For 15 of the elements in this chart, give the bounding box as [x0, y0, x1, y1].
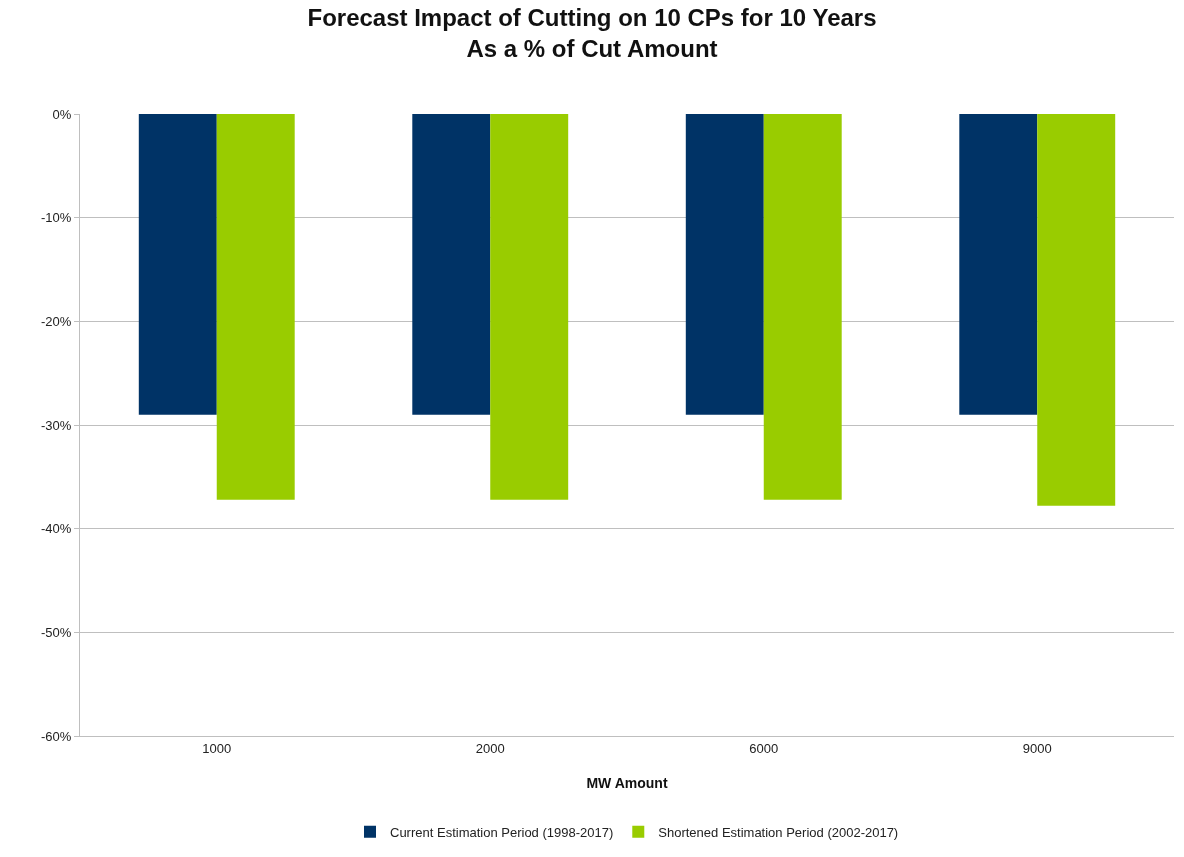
y-tick-label: -20% — [41, 313, 72, 329]
y-tick-label: -50% — [41, 624, 72, 640]
x-tick-label: 6000 — [749, 740, 779, 756]
chart-title: Forecast Impact of Cutting on 10 CPs for 10 Years As a % of Cut Amount — [307, 3, 877, 62]
y-tick-label: 0% — [52, 106, 72, 122]
y-tick-label: -60% — [41, 728, 72, 744]
y-tick-label: -30% — [41, 417, 72, 433]
y-tick-label: -10% — [41, 210, 72, 226]
legend-label: Shortened Estimation Period (2002-2017) — [658, 824, 899, 840]
x-tick-label: 9000 — [1022, 740, 1052, 756]
legend-label: Current Estimation Period (1998-2017) — [390, 824, 614, 840]
x-tick-label: 1000 — [202, 740, 232, 756]
x-tick-label: 2000 — [475, 740, 505, 756]
x-axis-title: MW Amount — [586, 775, 668, 791]
y-tick-label: -40% — [41, 521, 72, 537]
